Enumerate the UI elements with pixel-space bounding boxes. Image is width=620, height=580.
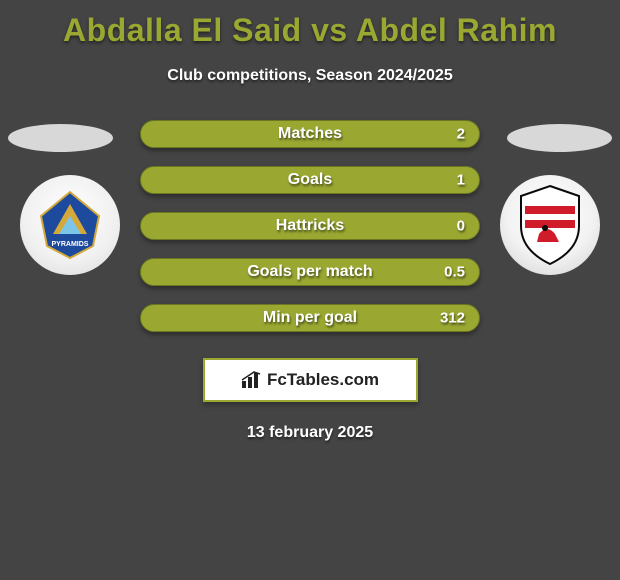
stats-bars: Matches 2 Goals 1 Hattricks 0 Goals per … bbox=[140, 120, 480, 350]
date-label: 13 february 2025 bbox=[0, 424, 620, 442]
stat-label: Goals bbox=[141, 171, 479, 189]
stat-label: Min per goal bbox=[141, 309, 479, 327]
brand-label: FcTables.com bbox=[241, 370, 379, 390]
comparison-stage: PYRAMIDS Matches 2 Goals 1 Hattricks 0 G… bbox=[0, 120, 620, 350]
zamalek-badge-icon bbox=[515, 184, 585, 266]
chart-icon bbox=[241, 371, 263, 389]
stat-bar-matches: Matches 2 bbox=[140, 120, 480, 148]
pyramids-badge-icon: PYRAMIDS bbox=[31, 186, 109, 264]
stat-bar-goals-per-match: Goals per match 0.5 bbox=[140, 258, 480, 286]
brand-box: FcTables.com bbox=[203, 358, 418, 402]
stat-value: 0 bbox=[457, 218, 465, 235]
page-subtitle: Club competitions, Season 2024/2025 bbox=[0, 67, 620, 85]
stat-label: Goals per match bbox=[141, 263, 479, 281]
page-title: Abdalla El Said vs Abdel Rahim bbox=[0, 0, 620, 49]
club-badge-right bbox=[500, 175, 600, 275]
stat-label: Matches bbox=[141, 125, 479, 143]
stat-value: 0.5 bbox=[444, 264, 465, 281]
club-badge-left: PYRAMIDS bbox=[20, 175, 120, 275]
stat-label: Hattricks bbox=[141, 217, 479, 235]
stat-bar-goals: Goals 1 bbox=[140, 166, 480, 194]
stat-bar-min-per-goal: Min per goal 312 bbox=[140, 304, 480, 332]
brand-text: FcTables.com bbox=[267, 370, 379, 390]
stat-value: 1 bbox=[457, 172, 465, 189]
stat-value: 2 bbox=[457, 126, 465, 143]
svg-text:PYRAMIDS: PYRAMIDS bbox=[52, 241, 89, 248]
player-platform-left bbox=[8, 124, 113, 152]
stat-value: 312 bbox=[440, 310, 465, 327]
player-platform-right bbox=[507, 124, 612, 152]
stat-bar-hattricks: Hattricks 0 bbox=[140, 212, 480, 240]
